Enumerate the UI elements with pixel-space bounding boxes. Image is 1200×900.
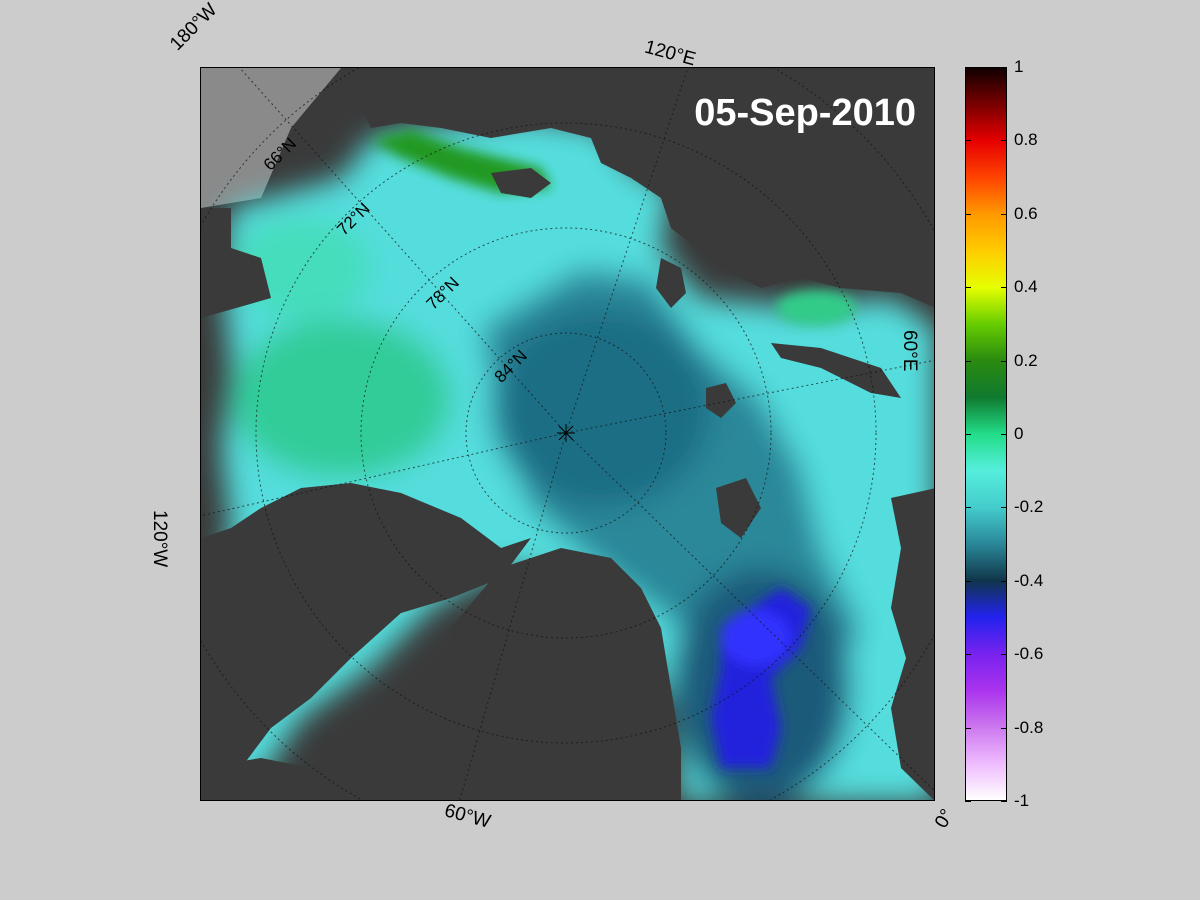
lon-label-180w: 180°W [166, 0, 222, 55]
colorbar-tick-label: -0.2 [1014, 497, 1044, 517]
colorbar-tick-label: -0.6 [1014, 644, 1044, 664]
colorbar-tick-label: -0.4 [1014, 570, 1044, 590]
colorbar-tick-mark [1001, 801, 1007, 802]
graticule [201, 68, 934, 800]
colorbar-tick-label: 0.4 [1014, 277, 1038, 297]
lon-label-60w: 60°W [442, 800, 493, 833]
map-panel: 66°N 72°N 78°N 84°N 05-Sep-2010 [200, 67, 935, 801]
colorbar-tick-label: -0.8 [1014, 717, 1044, 737]
colorbar-tick-mark [965, 67, 971, 68]
colorbar-tick-label: 0.8 [1014, 130, 1038, 150]
colorbar-tick-mark [965, 801, 971, 802]
colorbar-tick-mark [1001, 727, 1007, 729]
colorbar-tick-mark [1001, 434, 1007, 435]
colorbar-tick-mark [965, 360, 971, 362]
lon-label-0: 0° [931, 805, 959, 832]
colorbar-tick-mark [965, 434, 971, 435]
colorbar-tick-label: 0.6 [1014, 203, 1038, 223]
land-masses [201, 68, 934, 800]
lon-label-120w: 120°W [149, 510, 170, 568]
colorbar-tick-mark [1001, 287, 1007, 289]
north-pole-marker [557, 424, 575, 442]
colorbar-tick-mark [1001, 140, 1007, 142]
colorbar-tick-label: 1 [1014, 57, 1024, 76]
lon-label-60e: 60°E [899, 330, 920, 372]
date-label: 05-Sep-2010 [694, 92, 916, 134]
colorbar-tick-mark [965, 727, 971, 729]
colorbar-tick-mark [965, 213, 971, 215]
colorbar-tick-label: -1 [1014, 791, 1030, 810]
colorbar-tick-mark [1001, 580, 1007, 582]
colorbar-tick-mark [965, 654, 971, 656]
colorbar-tick-mark [1001, 507, 1007, 509]
map-canvas: 66°N 72°N 78°N 84°N [201, 68, 934, 800]
colorbar-tick-mark [965, 140, 971, 142]
colorbar-tick-mark [1001, 67, 1007, 68]
colorbar-tick-label: 0 [1014, 424, 1024, 443]
colorbar-tick-mark [1001, 654, 1007, 656]
colorbar-tick-label: 0.2 [1014, 350, 1038, 370]
colorbar-tick-mark [965, 507, 971, 509]
ice-shelf-region [201, 68, 341, 208]
colorbar-tick-mark [1001, 360, 1007, 362]
colorbar-tick-mark [965, 287, 971, 289]
ocean-anomaly-field [201, 118, 934, 800]
colorbar-tick-mark [965, 580, 971, 582]
colorbar-tick-mark [1001, 213, 1007, 215]
